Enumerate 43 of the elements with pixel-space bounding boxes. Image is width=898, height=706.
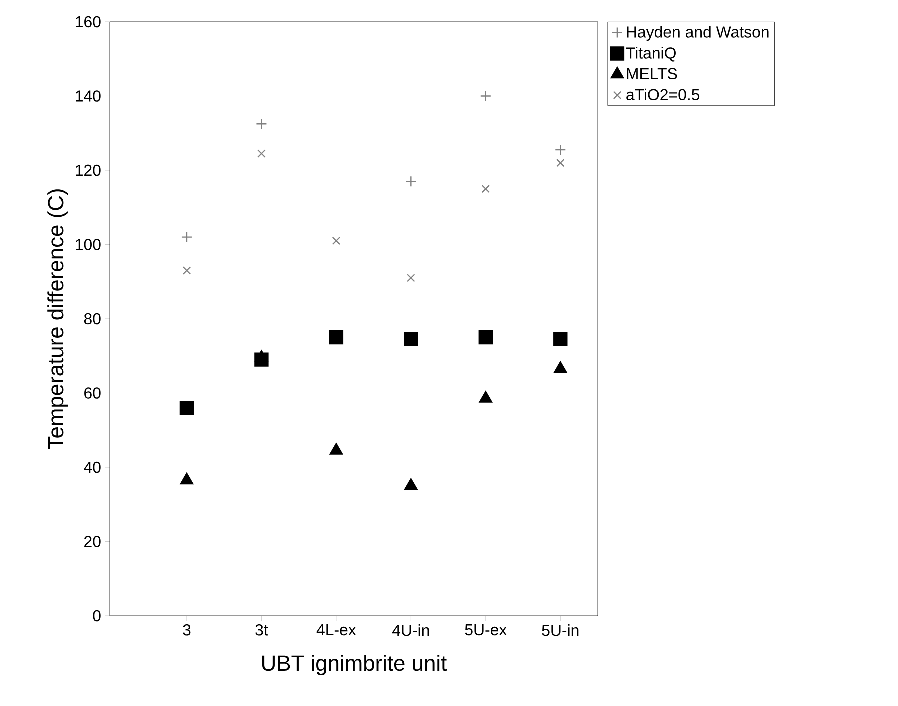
point: [554, 332, 568, 347]
point: [478, 330, 494, 345]
y-tick-label: 160: [76, 16, 101, 28]
y-tick-label: 60: [84, 388, 101, 399]
legend-label: aTiO2=0.5: [626, 88, 700, 101]
point: [180, 401, 194, 416]
legend-label: Hayden and Watson: [627, 26, 769, 42]
point: [407, 274, 416, 282]
point: [255, 350, 268, 362]
point: [256, 118, 268, 130]
x-tick-label: 3t: [256, 624, 268, 636]
point: [182, 266, 192, 275]
point: [404, 478, 418, 490]
y-tick-label: 80: [84, 313, 101, 325]
point: [480, 90, 492, 102]
y-tick-label: 140: [76, 90, 101, 102]
point: [404, 332, 418, 347]
x-tick-label: 4U-in: [392, 624, 430, 636]
point: [181, 232, 193, 243]
point: [180, 472, 194, 485]
point: [329, 330, 344, 345]
point: [330, 443, 344, 455]
legend-label: TitaniQ: [626, 47, 676, 62]
point: [406, 176, 417, 188]
x-tick-label: 3: [183, 624, 191, 636]
point: [554, 362, 568, 374]
y-tick-label: 120: [76, 164, 101, 176]
point: [482, 184, 490, 194]
y-tick-label: 20: [84, 536, 101, 548]
x-tick-label: 5U-ex: [465, 624, 507, 636]
point: [258, 150, 266, 158]
y-axis-title: Temperature difference (C): [48, 190, 68, 450]
x-axis-title: UBT ignimbrite unit: [262, 655, 447, 676]
y-tick-label: 100: [76, 239, 101, 250]
point: [555, 144, 566, 156]
y-tick-label: 40: [84, 462, 101, 474]
y-tick-label: 0: [93, 610, 101, 622]
point: [479, 391, 493, 403]
legend-label: MELTS: [627, 68, 678, 80]
x-tick-label: 5U-in: [542, 624, 579, 636]
x-tick-label: 4L-ex: [316, 624, 356, 636]
point: [332, 236, 341, 246]
point: [556, 158, 565, 168]
